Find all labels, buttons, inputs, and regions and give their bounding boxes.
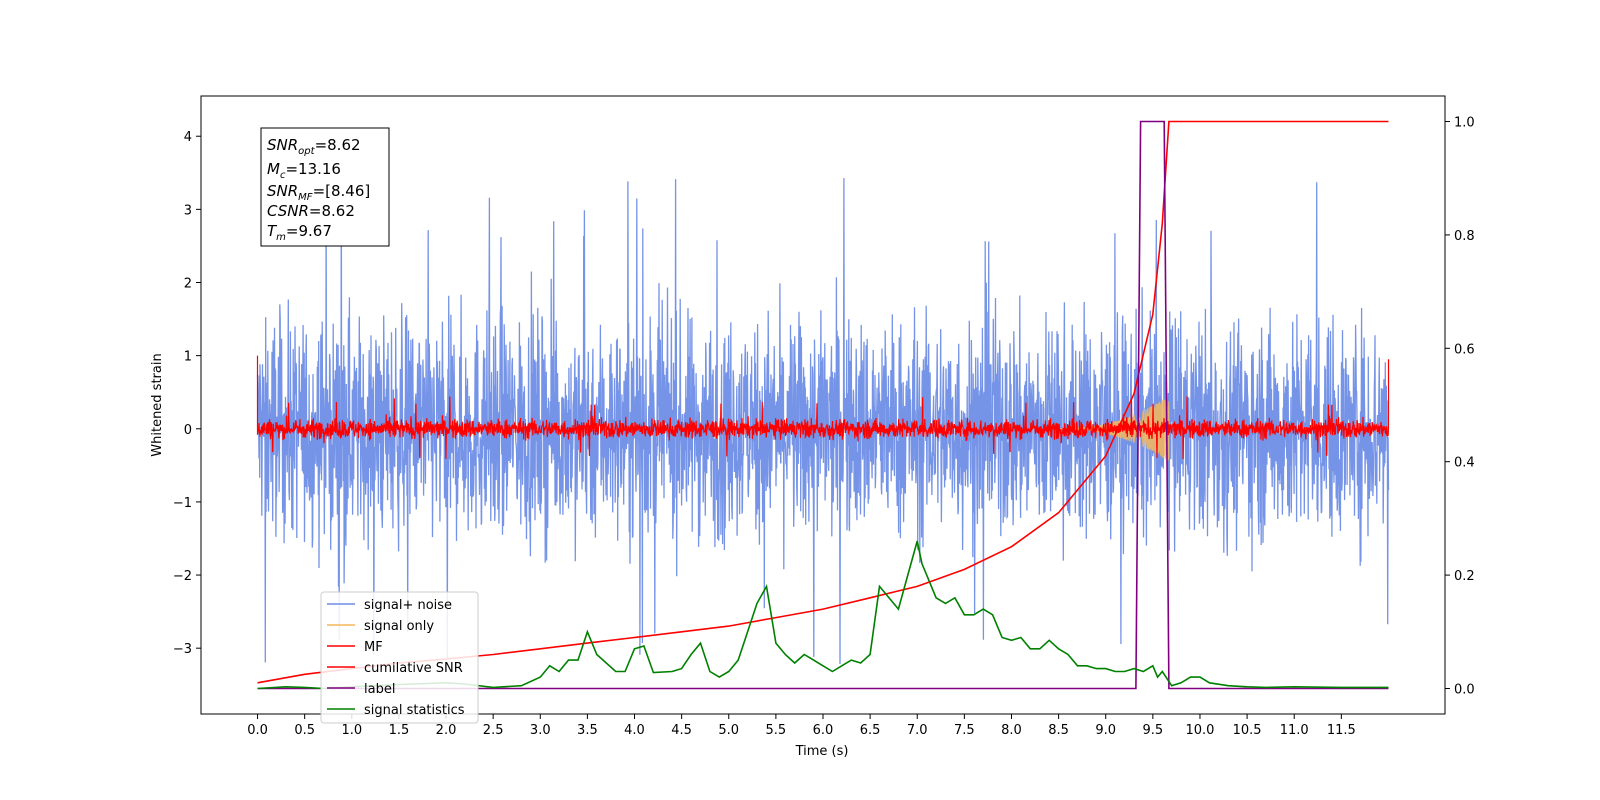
legend-label-label: label xyxy=(364,682,395,697)
annotation-line-4: CSNR=8.62 xyxy=(267,202,355,220)
left-y-axis-ticks: 4 3 2 1 0 −1 −2 −3 xyxy=(173,130,201,657)
right-y-axis-ticks: 1.0 0.8 0.6 0.4 0.2 0.0 xyxy=(1445,116,1475,697)
x-tick-label: 8.0 xyxy=(1001,723,1022,738)
x-tick-label: 2.5 xyxy=(483,723,504,738)
x-axis-ticks: 0.0 0.5 1.0 1.5 2.0 2.5 3.0 3.5 4.0 4.5 5.0 5.5 6.0 6… xyxy=(247,714,1356,738)
x-tick-label: 1.5 xyxy=(389,723,410,738)
x-tick-label: 4.0 xyxy=(624,723,645,738)
series-signal-noise xyxy=(256,175,1390,665)
x-tick-label: 7.0 xyxy=(907,723,928,738)
x-tick-label: 6.0 xyxy=(813,723,834,738)
y-axis-label: Whitened strain xyxy=(150,353,165,456)
series-signal-statistics xyxy=(257,540,1389,690)
left-y-tick-label: −2 xyxy=(173,569,192,584)
x-tick-label: 10.5 xyxy=(1233,723,1262,738)
x-tick-label: 11.5 xyxy=(1327,723,1356,738)
annotation-line-3: SNRMF=[8.46] xyxy=(267,182,370,203)
x-tick-label: 0.0 xyxy=(247,723,268,738)
x-tick-label: 2.0 xyxy=(436,723,457,738)
right-y-tick-label: 0.8 xyxy=(1454,229,1475,244)
series-label xyxy=(257,120,1389,690)
x-tick-label: 5.0 xyxy=(718,723,739,738)
x-tick-label: 4.5 xyxy=(671,723,692,738)
legend-label-signal-noise: signal+ noise xyxy=(364,598,452,613)
x-tick-label: 11.0 xyxy=(1280,723,1309,738)
x-tick-label: 9.0 xyxy=(1095,723,1116,738)
annotation-line-1: SNRopt=8.62 xyxy=(267,136,361,157)
annotation-line-2: Mc=13.16 xyxy=(267,160,341,181)
x-tick-label: 7.5 xyxy=(954,723,975,738)
left-y-tick-label: −1 xyxy=(173,496,192,511)
right-y-tick-label: 0.0 xyxy=(1454,682,1475,697)
x-tick-label: 8.5 xyxy=(1048,723,1069,738)
x-tick-label: 6.5 xyxy=(860,723,881,738)
series-mf xyxy=(256,355,1390,460)
annotation-box: SNRopt=8.62 Mc=13.16 SNRMF=[8.46] CSNR=8… xyxy=(260,127,390,247)
left-y-tick-label: 4 xyxy=(184,130,192,145)
x-tick-label: 10.0 xyxy=(1185,723,1214,738)
legend-label-mf: MF xyxy=(364,640,383,655)
x-tick-label: 0.5 xyxy=(294,723,315,738)
legend-label-signal-statistics: signal statistics xyxy=(364,703,465,718)
right-y-tick-label: 1.0 xyxy=(1454,116,1475,131)
left-y-tick-label: 0 xyxy=(184,423,192,438)
left-y-tick-label: 3 xyxy=(184,203,192,218)
legend: signal+ noise signal only MF cumilative … xyxy=(320,591,479,724)
left-y-tick-label: 2 xyxy=(184,276,192,291)
legend-label-signal-only: signal only xyxy=(364,619,434,634)
right-y-tick-label: 0.2 xyxy=(1454,569,1475,584)
right-y-tick-label: 0.4 xyxy=(1454,456,1475,471)
annotation-line-5: Tm=9.67 xyxy=(267,222,332,243)
right-y-tick-label: 0.6 xyxy=(1454,342,1475,357)
left-y-tick-label: −3 xyxy=(173,642,192,657)
x-axis-label: Time (s) xyxy=(795,744,849,759)
x-tick-label: 3.0 xyxy=(530,723,551,738)
left-y-tick-label: 1 xyxy=(184,350,192,365)
x-tick-label: 9.5 xyxy=(1143,723,1164,738)
x-tick-label: 5.5 xyxy=(766,723,787,738)
x-tick-label: 3.5 xyxy=(577,723,598,738)
x-tick-label: 1.0 xyxy=(341,723,362,738)
legend-label-cumulative-snr: cumilative SNR xyxy=(364,661,463,676)
